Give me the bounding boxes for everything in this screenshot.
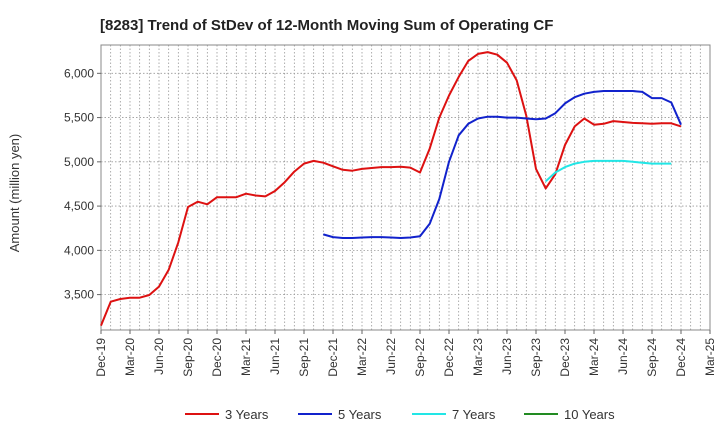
x-tick-label: Mar-20 (123, 338, 137, 376)
x-tick-label: Dec-20 (210, 338, 224, 377)
x-tick-label: Jun-20 (152, 338, 166, 375)
y-tick-label: 5,000 (64, 155, 94, 169)
legend-label-10-years: 10 Years (564, 407, 615, 422)
y-tick-label: 4,500 (64, 199, 94, 213)
x-tick-label: Sep-20 (181, 338, 195, 377)
x-tick-label: Mar-21 (239, 338, 253, 376)
x-tick-label: Mar-23 (471, 338, 485, 376)
x-tick-label: Mar-25 (703, 338, 717, 376)
plot-frame (100, 44, 711, 331)
y-tick-label: 6,000 (64, 66, 94, 80)
x-tick-label: Dec-21 (326, 338, 340, 377)
legend-label-3-years: 3 Years (225, 407, 269, 422)
x-tick-label: Dec-23 (558, 338, 572, 377)
y-tick-label: 5,500 (64, 111, 94, 125)
chart-title: [8283] Trend of StDev of 12-Month Moving… (100, 17, 553, 34)
x-tick-label: Sep-23 (529, 338, 543, 377)
y-tick-label: 4,000 (64, 243, 94, 257)
y-tick-label: 3,500 (64, 288, 94, 302)
grid (101, 45, 710, 330)
x-tick-label: Jun-22 (384, 338, 398, 375)
x-tick-label: Jun-23 (500, 338, 514, 375)
x-tick-label: Jun-21 (268, 338, 282, 375)
series-lines (100, 51, 682, 326)
x-tick-label: Mar-24 (587, 338, 601, 376)
x-tick-label: Dec-24 (674, 338, 688, 377)
x-axis-ticks: Dec-19 Mar-20 Jun-20 Sep-20 Dec-20 Mar-21 Jun-… (94, 330, 717, 377)
y-axis-ticks: 3,500 4,000 4,500 5,000 5,500 6,000 (64, 66, 101, 302)
x-tick-label: Sep-24 (645, 338, 659, 377)
x-tick-label: Dec-22 (442, 338, 456, 377)
x-tick-label: Sep-22 (413, 338, 427, 377)
y-axis-label: Amount (million yen) (7, 134, 22, 253)
series-line-7-years (545, 159, 672, 183)
series-line-3-years (100, 51, 682, 326)
series-line-5-years (323, 90, 682, 239)
x-tick-label: Mar-22 (355, 338, 369, 376)
legend-label-5-years: 5 Years (338, 407, 382, 422)
x-tick-label: Jun-24 (616, 338, 630, 375)
legend: 3 Years 5 Years 7 Years 10 Years (185, 407, 615, 422)
x-tick-label: Dec-19 (94, 338, 108, 377)
x-tick-label: Sep-21 (297, 338, 311, 377)
legend-label-7-years: 7 Years (452, 407, 496, 422)
